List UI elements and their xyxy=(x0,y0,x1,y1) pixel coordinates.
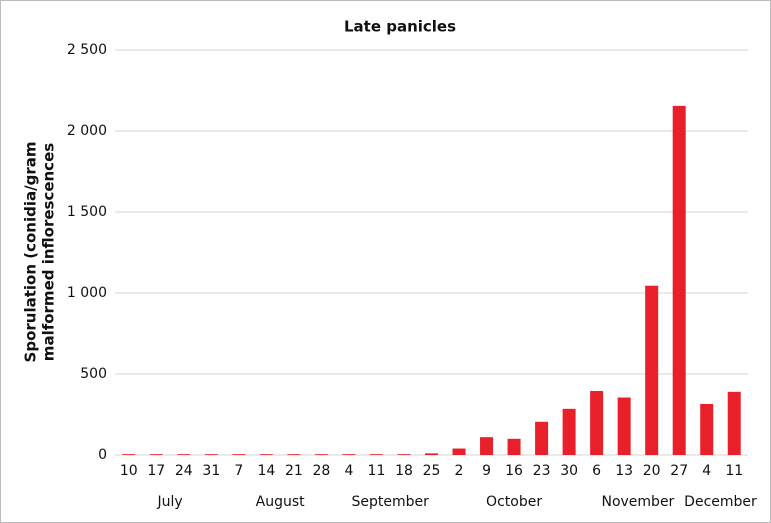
x-tick-label: 16 xyxy=(505,463,523,479)
x-tick-label: 24 xyxy=(175,463,193,479)
x-tick-label: 21 xyxy=(285,463,303,479)
x-group-label: November xyxy=(601,494,674,510)
bar xyxy=(122,454,136,455)
bar xyxy=(452,448,466,455)
x-tick-label: 9 xyxy=(482,463,491,479)
x-tick-label: 11 xyxy=(725,463,743,479)
x-tick-label: 6 xyxy=(592,463,601,479)
bar xyxy=(672,105,686,455)
bar xyxy=(232,454,246,455)
x-tick-label: 10 xyxy=(120,463,138,479)
x-tick-label: 31 xyxy=(202,463,220,479)
x-group-label: December xyxy=(684,494,757,510)
x-group-label: September xyxy=(352,494,430,510)
x-tick-label: 13 xyxy=(615,463,633,479)
bar xyxy=(177,454,191,455)
x-tick-label: 30 xyxy=(560,463,578,479)
bar xyxy=(700,403,714,455)
bar xyxy=(535,421,549,455)
x-group-label: August xyxy=(256,494,306,510)
bar xyxy=(480,437,494,455)
x-tick-label: 4 xyxy=(702,463,711,479)
y-tick-label: 1 000 xyxy=(67,285,107,301)
x-tick-label: 23 xyxy=(533,463,551,479)
x-tick-label: 20 xyxy=(643,463,661,479)
x-tick-label: 27 xyxy=(670,463,688,479)
bar xyxy=(287,454,301,455)
y-axis-label-line: Sporulation (conidia/gram xyxy=(22,142,40,363)
bar xyxy=(425,453,438,455)
bar xyxy=(397,454,411,455)
bar xyxy=(369,454,383,455)
bar xyxy=(727,391,741,455)
x-tick-label: 7 xyxy=(234,463,243,479)
x-tick-label: 11 xyxy=(368,463,386,479)
x-tick-label: 25 xyxy=(423,463,441,479)
x-tick-label: 18 xyxy=(395,463,413,479)
y-tick-label: 500 xyxy=(80,366,107,382)
x-tick-label: 2 xyxy=(455,463,464,479)
y-tick-label: 1 500 xyxy=(67,204,107,220)
bar xyxy=(590,391,604,455)
bar xyxy=(314,454,328,455)
y-tick-label: 2 000 xyxy=(67,123,107,139)
bar xyxy=(204,454,218,455)
x-group-label: October xyxy=(486,494,542,510)
y-axis-label: Sporulation (conidia/gram malformed infl… xyxy=(22,142,58,363)
x-tick-label: 14 xyxy=(257,463,275,479)
x-tick-label: 4 xyxy=(344,463,353,479)
bar xyxy=(507,438,521,455)
chart-title: Late panicles xyxy=(344,18,456,36)
y-axis-label-line: malformed inflorescences xyxy=(40,143,58,361)
y-tick-label: 0 xyxy=(98,447,107,463)
bar xyxy=(645,285,659,455)
y-tick-label: 2 500 xyxy=(67,42,107,58)
bar xyxy=(149,454,163,455)
bar xyxy=(617,397,631,455)
x-group-label: July xyxy=(156,494,182,510)
bar xyxy=(259,454,273,455)
bar xyxy=(562,408,576,455)
x-tick-label: 28 xyxy=(312,463,330,479)
bar xyxy=(342,454,356,455)
x-tick-label: 17 xyxy=(147,463,165,479)
